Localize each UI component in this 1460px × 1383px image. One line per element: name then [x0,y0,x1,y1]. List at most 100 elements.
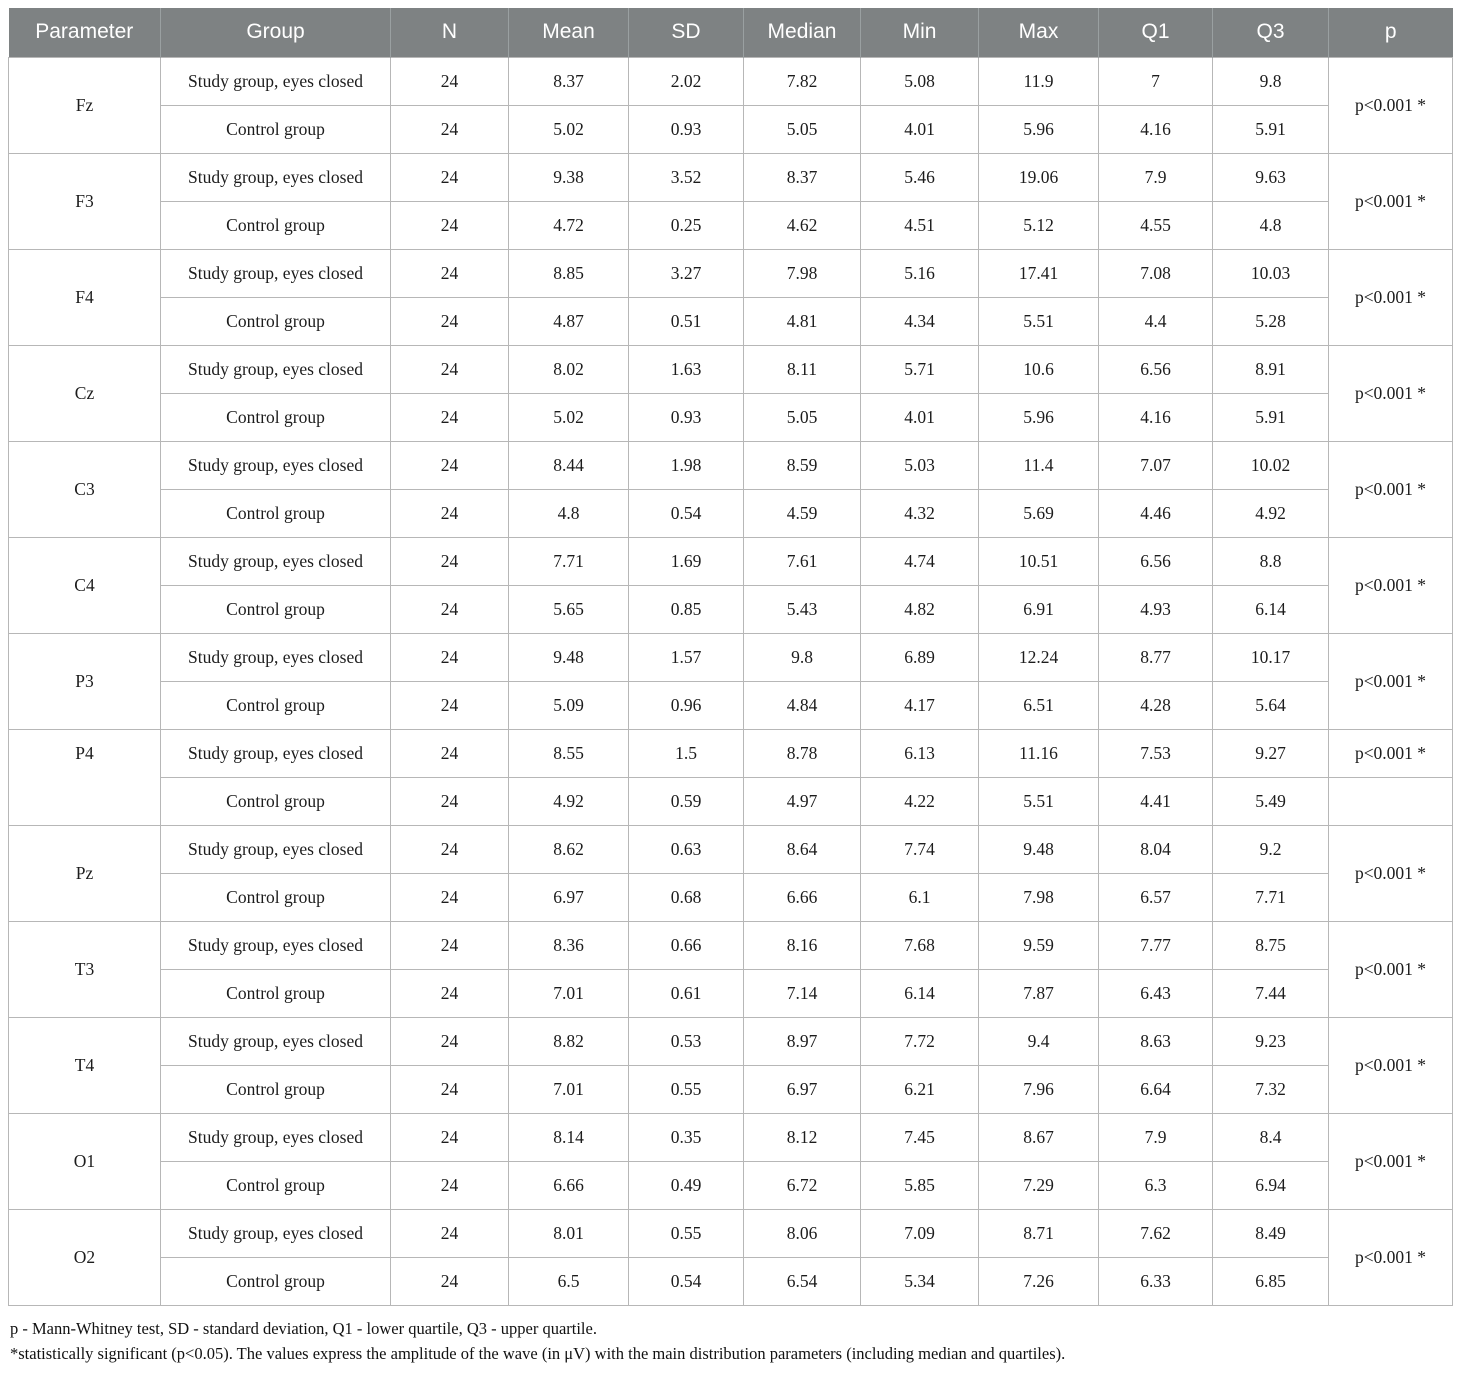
mean-cell: 8.37 [508,56,629,106]
n-cell: 24 [390,920,509,970]
sd-cell: 0.49 [628,1160,744,1210]
q3-cell: 5.28 [1212,296,1329,346]
sd-cell: 0.63 [628,824,744,874]
n-cell: 24 [390,824,509,874]
median-cell: 5.43 [743,584,861,634]
q3-cell: 9.8 [1212,56,1329,106]
max-cell: 5.96 [978,392,1099,442]
min-cell: 5.71 [860,344,979,394]
mean-cell: 5.09 [508,680,629,730]
q3-cell: 7.71 [1212,872,1329,922]
table-row-study: T4 Study group, eyes closed 24 8.82 0.53 8.97… [8,1016,1453,1114]
max-cell: 6.91 [978,584,1099,634]
group-cell: Control group [160,296,391,346]
table-row-control: Control group 24 5.02 0.93 5.05 4.01 5.96 4.16 5… [9,104,1453,154]
table-row-study: Pz Study group, eyes closed 24 8.62 0.63 8.64… [8,824,1453,922]
table-row-study: Fz Study group, eyes closed 24 8.37 2.02 7.82… [8,56,1453,154]
table-row-study: F3 Study group, eyes closed 24 9.38 3.52 8.37… [8,152,1453,250]
p-value-cell: p<0.001 * [1328,1016,1453,1114]
min-cell: 7.45 [860,1112,979,1162]
p-value-cell: p<0.001 * [1328,824,1453,922]
min-cell: 4.34 [860,296,979,346]
n-cell: 24 [390,248,509,298]
n-cell: 24 [390,1016,509,1066]
q3-cell: 4.92 [1212,488,1329,538]
q1-cell: 4.41 [1098,776,1213,826]
n-cell: 24 [390,968,509,1018]
mean-cell: 8.02 [508,344,629,394]
q3-cell: 6.94 [1212,1160,1329,1210]
n-cell: 24 [390,56,509,106]
min-cell: 4.22 [860,776,979,826]
column-header-sd: SD [628,8,744,57]
q1-cell: 7.08 [1098,248,1213,298]
sd-cell: 0.93 [628,392,744,442]
table-row-control: Control group 24 7.01 0.55 6.97 6.21 7.96 6.64 7… [9,1064,1453,1114]
max-cell: 19.06 [978,152,1099,202]
mean-cell: 6.5 [508,1256,629,1306]
q1-cell: 8.63 [1098,1016,1213,1066]
group-cell: Study group, eyes closed [160,248,391,298]
n-cell: 24 [390,1208,509,1258]
column-header-parameter: Parameter [8,8,161,57]
table-header: Parameter Group N Mean SD Median Min Max Q1 Q3 p [8,8,1453,57]
parameter-cell: T4 [8,1016,161,1114]
q1-cell: 4.16 [1098,104,1213,154]
q1-cell: 7.9 [1098,1112,1213,1162]
n-cell: 24 [390,536,509,586]
group-cell: Control group [160,968,391,1018]
n-cell: 24 [390,872,509,922]
parameter-cell: T3 [8,920,161,1018]
column-header-min: Min [860,8,979,57]
table-row-study: O2 Study group, eyes closed 24 8.01 0.55 8.06… [8,1208,1453,1306]
footnote-abbreviations: p - Mann-Whitney test, SD - standard dev… [10,1318,597,1338]
q3-cell: 10.02 [1212,440,1329,490]
q3-cell: 6.85 [1212,1256,1329,1306]
mean-cell: 4.72 [508,200,629,250]
p-value-cell-empty [1328,776,1453,826]
table-row-control: Control group 24 4.92 0.59 4.97 4.22 5.51 4.41 5… [9,776,1453,826]
table-row-control: Control group 24 6.66 0.49 6.72 5.85 7.29 6.3 6.… [9,1160,1453,1210]
table-row-control: Control group 24 4.72 0.25 4.62 4.51 5.12 4.55 4… [9,200,1453,250]
min-cell: 4.01 [860,104,979,154]
mean-cell: 8.44 [508,440,629,490]
p-value-cell: p<0.001 * [1328,1112,1453,1210]
group-cell: Study group, eyes closed [160,536,391,586]
column-header-max: Max [978,8,1099,57]
n-cell: 24 [390,1160,509,1210]
sd-cell: 0.66 [628,920,744,970]
footnotes: p - Mann-Whitney test, SD - standard dev… [8,1306,1452,1383]
group-cell: Study group, eyes closed [160,728,391,778]
max-cell: 9.59 [978,920,1099,970]
max-cell: 6.51 [978,680,1099,730]
table-row-control: Control group 24 6.97 0.68 6.66 6.1 7.98 6.57 7.… [9,872,1453,922]
median-cell: 6.97 [743,1064,861,1114]
q1-cell: 4.93 [1098,584,1213,634]
q1-cell: 4.55 [1098,200,1213,250]
group-cell: Control group [160,392,391,442]
mean-cell: 4.87 [508,296,629,346]
median-cell: 8.11 [743,344,861,394]
parameter-cell: C4 [8,536,161,634]
max-cell: 7.98 [978,872,1099,922]
q3-cell: 4.8 [1212,200,1329,250]
n-cell: 24 [390,104,509,154]
max-cell: 7.87 [978,968,1099,1018]
n-cell: 24 [390,1256,509,1306]
q1-cell: 8.04 [1098,824,1213,874]
mean-cell: 5.02 [508,392,629,442]
q1-cell: 7.9 [1098,152,1213,202]
q3-cell: 6.14 [1212,584,1329,634]
min-cell: 6.13 [860,728,979,778]
parameter-cell: C3 [8,440,161,538]
median-cell: 4.81 [743,296,861,346]
group-cell: Study group, eyes closed [160,56,391,106]
median-cell: 6.72 [743,1160,861,1210]
min-cell: 5.46 [860,152,979,202]
group-cell: Study group, eyes closed [160,440,391,490]
n-cell: 24 [390,584,509,634]
q3-cell: 8.4 [1212,1112,1329,1162]
median-cell: 8.12 [743,1112,861,1162]
mean-cell: 7.71 [508,536,629,586]
n-cell: 24 [390,296,509,346]
